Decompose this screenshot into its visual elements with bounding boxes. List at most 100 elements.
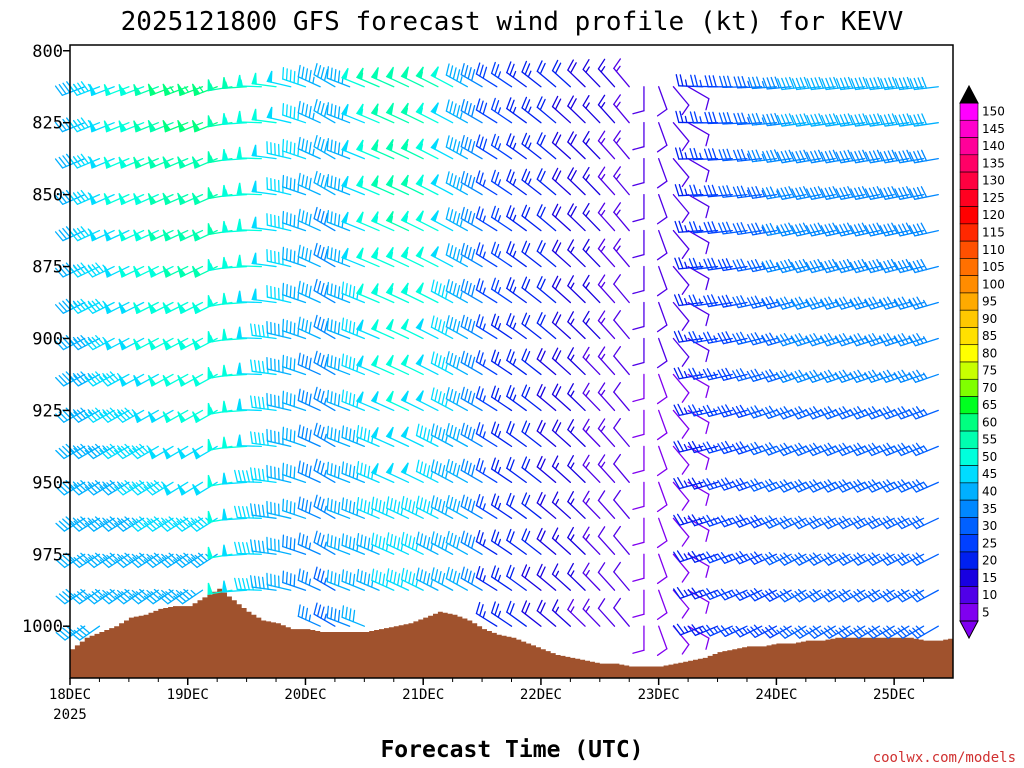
wind-barb [313, 314, 336, 340]
wind-barb [567, 562, 586, 591]
colorbar-label: 85 [982, 329, 997, 343]
wind-barb [236, 326, 262, 340]
wind-barb [746, 332, 778, 346]
colorbar-swatch [959, 361, 979, 380]
wind-barb [355, 211, 380, 232]
wind-barb [820, 296, 851, 310]
wind-barb [234, 577, 262, 591]
wind-barb [236, 434, 262, 448]
wind-barb [805, 552, 836, 566]
wind-barb [236, 254, 262, 268]
wind-barb [475, 494, 498, 519]
wind-barb [490, 565, 513, 591]
wind-barb [445, 530, 469, 555]
wind-barb [400, 138, 424, 160]
wind-barb [341, 461, 365, 483]
wind-barb [70, 552, 101, 569]
wind-barb [103, 229, 130, 242]
wind-barb [805, 625, 836, 639]
wind-barb [567, 131, 586, 160]
wind-barb [597, 418, 616, 448]
wind-barb [864, 258, 895, 274]
wind-barb [313, 134, 336, 160]
colorbar-label: 105 [982, 260, 1005, 274]
wind-barb [632, 301, 645, 331]
wind-barb [313, 99, 336, 124]
wind-barb [632, 337, 645, 367]
wind-barb [400, 567, 424, 591]
wind-barb [341, 67, 365, 88]
wind-barb [114, 552, 145, 569]
wind-barb [835, 149, 866, 164]
wind-barb [632, 229, 645, 259]
wind-barb [177, 192, 204, 206]
wind-barb [147, 337, 174, 351]
colorbar-bottom-arrow [959, 620, 979, 640]
wind-barb [415, 246, 439, 268]
wind-barb [84, 443, 115, 460]
y-tick-label: 850 [32, 186, 63, 206]
wind-barb [894, 76, 925, 91]
x-tick-label: 22DEC [520, 687, 562, 703]
wind-barbs-layer [54, 58, 939, 656]
wind-barb [297, 244, 321, 268]
colorbar-label: 70 [982, 381, 997, 395]
wind-barb [282, 210, 307, 232]
wind-barb [173, 516, 204, 532]
wind-barb [207, 115, 233, 128]
wind-barb [805, 296, 836, 310]
wind-barb [341, 425, 365, 448]
wind-barb [282, 66, 307, 88]
wind-barb [521, 240, 542, 268]
wind-barb [675, 74, 704, 88]
wind-barb [687, 122, 710, 147]
wind-barb [445, 387, 469, 412]
wind-barb [162, 481, 189, 496]
wind-barb [370, 175, 395, 196]
wind-barb [282, 174, 307, 196]
colorbar-label: 25 [982, 536, 997, 550]
wind-barb [445, 351, 469, 376]
wind-barb [791, 222, 822, 237]
wind-barb [850, 76, 881, 91]
wind-barb [536, 132, 557, 160]
wind-barb [702, 404, 733, 418]
wind-barb [597, 526, 616, 555]
wind-barb [551, 131, 572, 160]
wind-barb [250, 359, 277, 376]
wind-barb [597, 562, 616, 591]
wind-barb [673, 477, 704, 490]
wind-barb [313, 350, 336, 376]
wind-barb [282, 570, 307, 591]
wind-barb [908, 552, 939, 566]
wind-barb [536, 455, 557, 483]
wind-barb [849, 222, 881, 237]
wind-barb [99, 371, 130, 387]
colorbar-label: 60 [982, 415, 997, 429]
wind-barb [236, 398, 262, 412]
wind-barb [236, 110, 262, 124]
wind-barb [805, 186, 836, 200]
wind-barb [865, 76, 895, 91]
wind-barb [158, 588, 189, 605]
wind-barb [355, 391, 380, 412]
wind-barb [673, 513, 704, 526]
colorbar-label: 20 [982, 554, 997, 568]
wind-barb [386, 568, 410, 591]
wind-barb [776, 149, 807, 164]
wind-barb [879, 186, 910, 200]
wind-barb [177, 337, 204, 351]
wind-barb [908, 442, 939, 457]
wind-barb [236, 290, 262, 304]
wind-barb [762, 149, 792, 163]
wind-barb [400, 282, 424, 304]
wind-barb [128, 480, 159, 496]
wind-barb [820, 258, 851, 274]
wind-barb [835, 258, 866, 274]
wind-barb [551, 383, 572, 412]
wind-barb [536, 204, 557, 232]
wind-barb [506, 528, 527, 555]
wind-barb [445, 99, 469, 124]
wind-barb [147, 120, 174, 133]
wind-barb [460, 386, 483, 412]
